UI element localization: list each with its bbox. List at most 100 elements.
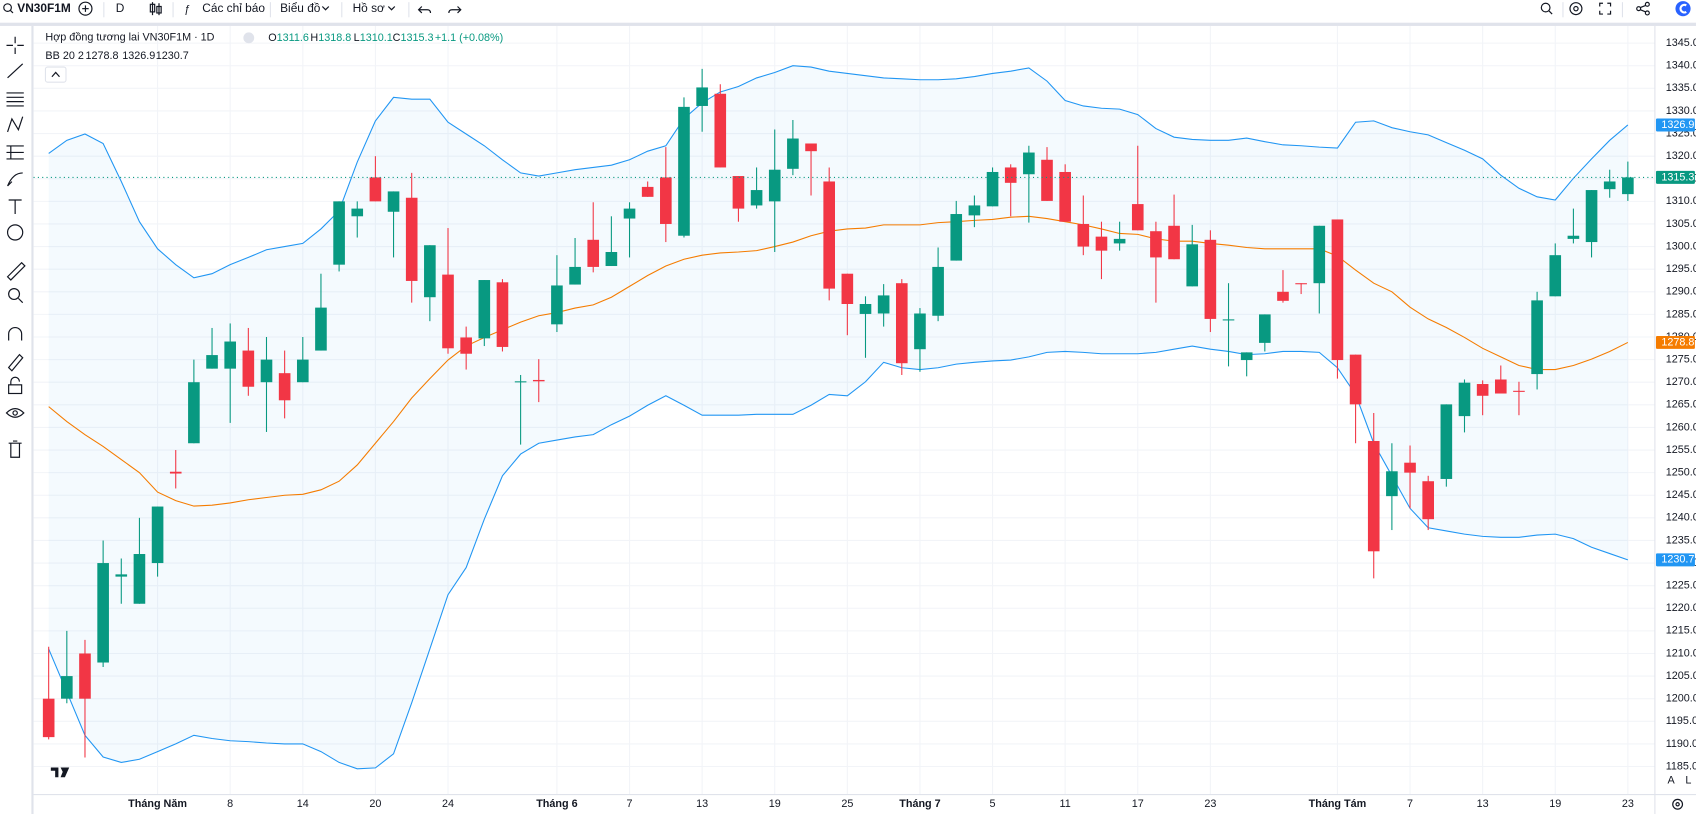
open-label: O	[268, 32, 276, 44]
compare-button[interactable]	[78, 1, 93, 16]
basis-line	[48, 215, 1629, 507]
candle-body	[569, 266, 581, 285]
candle-body	[1150, 231, 1162, 258]
symbol-search[interactable]: VN30F1M	[3, 1, 71, 15]
y-tick-label: 1195.0	[1666, 715, 1696, 727]
trend-line-tool[interactable]	[7, 63, 24, 79]
candle-body	[1331, 219, 1344, 361]
candle-body	[260, 359, 273, 383]
candle-body	[895, 283, 908, 364]
candle-body	[750, 190, 763, 206]
candle-body	[551, 285, 563, 325]
candle-body	[1023, 152, 1035, 175]
pattern-tool[interactable]	[7, 116, 24, 133]
x-tick-label: 25	[841, 798, 853, 810]
last-price-tag-label: 1315.3	[1661, 171, 1694, 183]
fx-icon[interactable]: ƒ	[184, 4, 190, 16]
candle-body	[914, 313, 926, 350]
delete-tool[interactable]	[8, 440, 22, 458]
interval[interactable]: D	[116, 1, 125, 15]
candle-body	[1549, 255, 1562, 297]
candle-body	[405, 197, 418, 281]
candle-body	[496, 282, 509, 347]
indicators-button[interactable]: Các chỉ báo	[202, 1, 265, 15]
y-tick-label: 1290.0	[1666, 286, 1696, 298]
basis-tag-label: 1278.8	[1661, 336, 1694, 348]
y-tick-label: 1345.0	[1666, 37, 1696, 49]
crosshair-tool[interactable]	[6, 36, 24, 55]
axis-settings-button[interactable]	[1672, 798, 1684, 810]
low-label: L	[354, 32, 360, 44]
y-tick-label: 1260.0	[1666, 421, 1696, 433]
candle-body	[1513, 390, 1525, 392]
lower-tag-label: 1230.7	[1661, 554, 1694, 566]
chart-title: Hợp đồng tương lai VN30F1M · 1D	[45, 32, 214, 44]
brush-tool[interactable]	[7, 172, 23, 187]
candle-body	[1367, 440, 1380, 552]
y-tick-label: 1205.0	[1666, 670, 1696, 682]
account-logo[interactable]	[1675, 1, 1691, 17]
profile-button[interactable]: Hồ sơ	[353, 1, 385, 15]
candle-body	[442, 274, 454, 349]
chart-type-button[interactable]	[149, 2, 162, 16]
log-scale-label[interactable]: L	[1685, 774, 1691, 786]
y-tick-label: 1320.0	[1666, 150, 1696, 162]
auto-scale-label[interactable]: A	[1668, 774, 1676, 786]
share-button[interactable]	[1636, 1, 1650, 16]
axes: 1185.0 1190.0 1195.0 1200.0 1205.0 1210.0 1215…	[128, 37, 1696, 810]
candle-body	[1476, 384, 1489, 396]
candle-body	[587, 239, 600, 267]
y-tick-label: 1235.0	[1666, 534, 1696, 546]
candle-body	[97, 563, 109, 663]
visibility-tool[interactable]	[5, 408, 25, 418]
candle-body	[351, 208, 364, 217]
y-tick-label: 1305.0	[1666, 218, 1696, 230]
magnet-tool[interactable]	[8, 326, 23, 341]
y-tick-label: 1245.0	[1666, 489, 1696, 501]
undo-button[interactable]	[417, 6, 432, 14]
candle-body	[714, 93, 727, 168]
text-tool[interactable]	[8, 199, 22, 215]
candle-body	[1494, 379, 1507, 394]
high-label: H	[310, 32, 318, 44]
x-tick-label: Tháng 6	[536, 798, 577, 810]
candle-body	[605, 252, 618, 267]
candle-body	[877, 295, 890, 314]
lock-tool[interactable]	[8, 376, 23, 395]
x-tick-label: 5	[990, 798, 996, 810]
x-tick-label: Tháng Năm	[128, 798, 187, 810]
prediction-tool[interactable]	[6, 145, 24, 160]
candle-body	[641, 186, 654, 197]
collapse-legend-button[interactable]	[44, 66, 67, 83]
top-toolbar: VN30F1M D ƒ Các chỉ báo Biểu đồ Hồ sơ	[0, 1, 1696, 26]
symbol[interactable]: VN30F1M	[17, 1, 71, 15]
y-tick-label: 1330.0	[1666, 105, 1696, 117]
lock-drawing-tool[interactable]	[7, 353, 24, 372]
fib-tool[interactable]	[6, 92, 24, 107]
layout-button[interactable]: Biểu đồ	[280, 1, 321, 15]
auto-scale-button[interactable]	[1663, 772, 1679, 789]
redo-button[interactable]	[448, 6, 462, 14]
measure-tool[interactable]	[6, 261, 26, 281]
x-tick-label: 7	[627, 798, 633, 810]
candle-body	[1531, 300, 1543, 375]
high-value: 1318.8	[318, 32, 351, 44]
x-tick-label: 13	[696, 798, 708, 810]
zoom-tool[interactable]	[8, 288, 24, 304]
icon-tool[interactable]	[6, 224, 24, 241]
candle-body	[768, 169, 781, 202]
candle-body	[859, 303, 872, 314]
candle-body	[133, 554, 146, 604]
y-tick-label: 1255.0	[1666, 444, 1696, 456]
candle-body	[950, 214, 963, 261]
candle-body	[188, 382, 200, 444]
candle-body	[1585, 190, 1598, 243]
settings-button[interactable]	[1569, 2, 1583, 16]
y-tick-label: 1265.0	[1666, 399, 1696, 411]
plot-area	[33, 25, 1655, 795]
quick-search[interactable]	[1540, 2, 1553, 15]
fullscreen-button[interactable]	[1599, 2, 1612, 15]
y-tick-label: 1215.0	[1666, 625, 1696, 637]
